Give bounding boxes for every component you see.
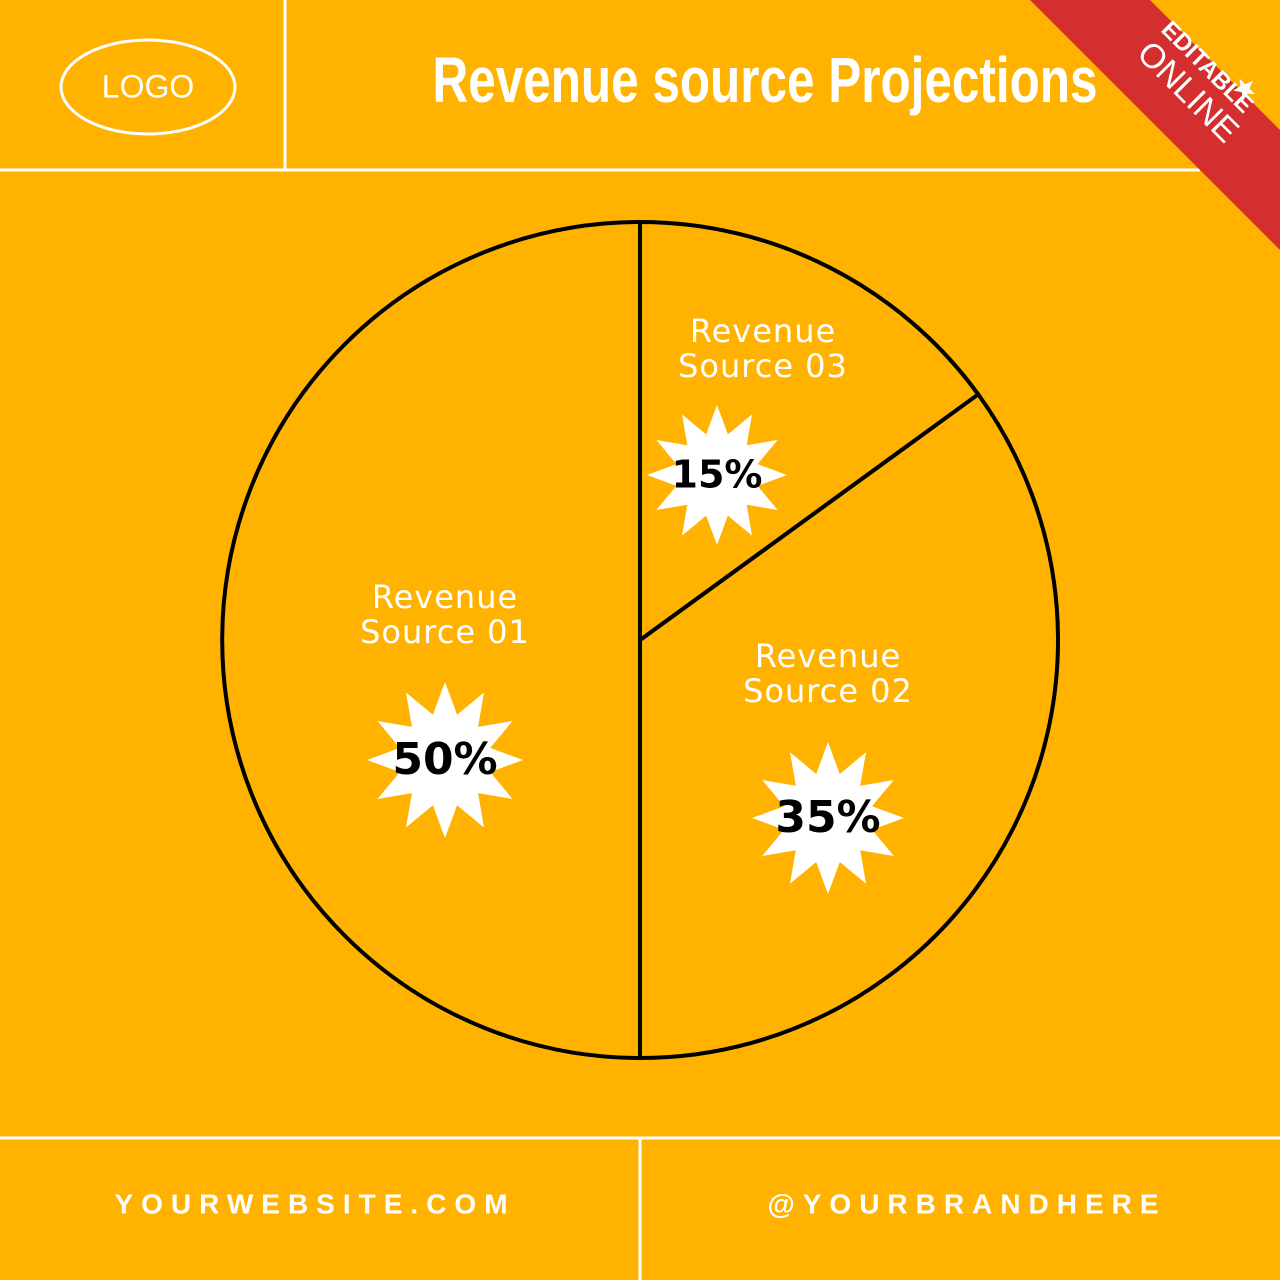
slice-label: Revenue Source 02 [743, 637, 913, 710]
pie-slice [220, 220, 642, 1060]
pie-slice [638, 220, 981, 642]
slice-label: Revenue Source 03 [678, 312, 848, 385]
value-burst [367, 682, 523, 838]
value-label: 35% [775, 792, 880, 843]
slice-label: Revenue Source 01 [360, 578, 530, 651]
logo-ellipse [59, 38, 237, 136]
badge-star [1233, 78, 1256, 101]
value-label: 15% [672, 453, 763, 497]
logo-text: LOGO [102, 68, 194, 104]
badge-ribbon [1030, 0, 1280, 250]
chart-title: Revenue source Projections [433, 44, 1098, 116]
pie: 50% 35% 15% [220, 220, 1060, 1060]
value-burst [647, 405, 787, 545]
value-label: 50% [392, 734, 497, 785]
pie-slice [638, 392, 1060, 1060]
handle: @YOURBRANDHERE [767, 1188, 1166, 1219]
value-burst [752, 742, 904, 894]
website: YOURWEBSITE.COM [114, 1188, 515, 1219]
